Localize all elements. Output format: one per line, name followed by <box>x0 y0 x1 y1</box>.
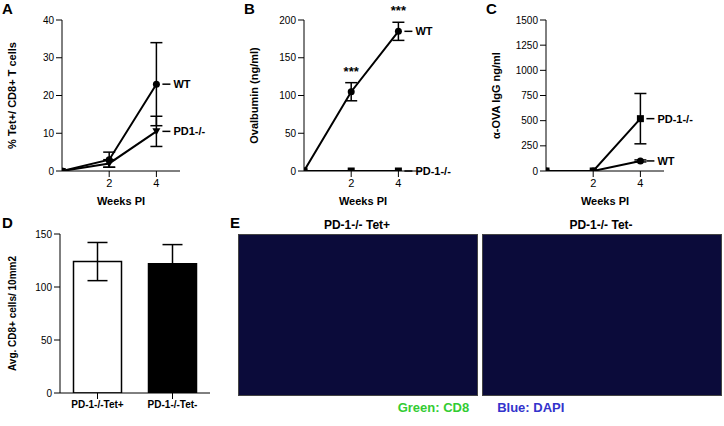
svg-text:Weeks PI: Weeks PI <box>339 195 387 207</box>
html-text:C: C <box>486 0 497 17</box>
svg-text:Weeks PI: Weeks PI <box>581 195 629 207</box>
svg-text:100: 100 <box>279 90 296 101</box>
svg-text:PD-1-/-Tet-: PD-1-/-Tet- <box>148 399 198 410</box>
svg-text:20: 20 <box>43 90 55 101</box>
svg-text:WT: WT <box>415 25 432 37</box>
svg-text:2: 2 <box>348 177 354 189</box>
svg-text:40: 40 <box>43 15 55 26</box>
svg-text:500: 500 <box>521 115 538 126</box>
svg-text:0: 0 <box>48 166 54 177</box>
svg-text:150: 150 <box>35 229 52 240</box>
svg-text:30: 30 <box>43 52 55 63</box>
svg-text:150: 150 <box>279 52 296 63</box>
svg-text:750: 750 <box>521 90 538 101</box>
svg-text:PD1-/-: PD1-/- <box>173 125 205 137</box>
svg-text:10: 10 <box>43 128 55 139</box>
svg-text:***: *** <box>391 3 407 18</box>
svg-text:4: 4 <box>637 177 643 189</box>
svg-text:0: 0 <box>46 388 52 399</box>
html-text:PD-1-/- Tet-: PD-1-/- Tet- <box>569 218 633 232</box>
svg-text:100: 100 <box>35 282 52 293</box>
svg-text:4: 4 <box>153 177 159 189</box>
html-text:PD-1-/- Tet+: PD-1-/- Tet+ <box>323 218 391 232</box>
svg-text:Weeks PI: Weeks PI <box>97 195 145 207</box>
svg-text:200: 200 <box>279 15 296 26</box>
svg-text:2: 2 <box>590 177 596 189</box>
svg-text:4: 4 <box>395 177 401 189</box>
html-text:Green: CD8: Green: CD8 <box>397 400 470 415</box>
svg-text:PD-1-/-: PD-1-/- <box>415 165 451 177</box>
svg-text:2: 2 <box>106 177 112 189</box>
svg-text:WT: WT <box>173 78 190 90</box>
svg-text:PD-1-/-Tet+: PD-1-/-Tet+ <box>71 399 123 410</box>
html-text:Blue: DAPI: Blue: DAPI <box>497 400 565 415</box>
svg-text:0: 0 <box>532 166 538 177</box>
svg-text:1000: 1000 <box>516 65 539 76</box>
svg-text:250: 250 <box>521 140 538 151</box>
html-text:B: B <box>244 0 255 17</box>
svg-text:50: 50 <box>41 335 53 346</box>
html-text:E: E <box>230 214 240 231</box>
svg-text:WT: WT <box>657 155 674 167</box>
svg-text:***: *** <box>344 64 360 79</box>
svg-text:PD-1-/-: PD-1-/- <box>657 113 693 125</box>
html-text:D: D <box>2 214 13 231</box>
svg-text:% Tet+/ CD8+ T cells: % Tet+/ CD8+ T cells <box>6 42 18 149</box>
svg-text:0: 0 <box>290 166 296 177</box>
svg-text:1500: 1500 <box>516 15 539 26</box>
html-text:A: A <box>2 0 13 17</box>
svg-text:Ovalbumin (ng/ml): Ovalbumin (ng/ml) <box>248 47 260 144</box>
svg-text:α-OVA IgG ng/ml: α-OVA IgG ng/ml <box>490 52 502 139</box>
svg-text:50: 50 <box>285 128 297 139</box>
svg-text:Avg. CD8+ cells/ 10mm2: Avg. CD8+ cells/ 10mm2 <box>7 256 18 371</box>
svg-text:1250: 1250 <box>516 40 539 51</box>
